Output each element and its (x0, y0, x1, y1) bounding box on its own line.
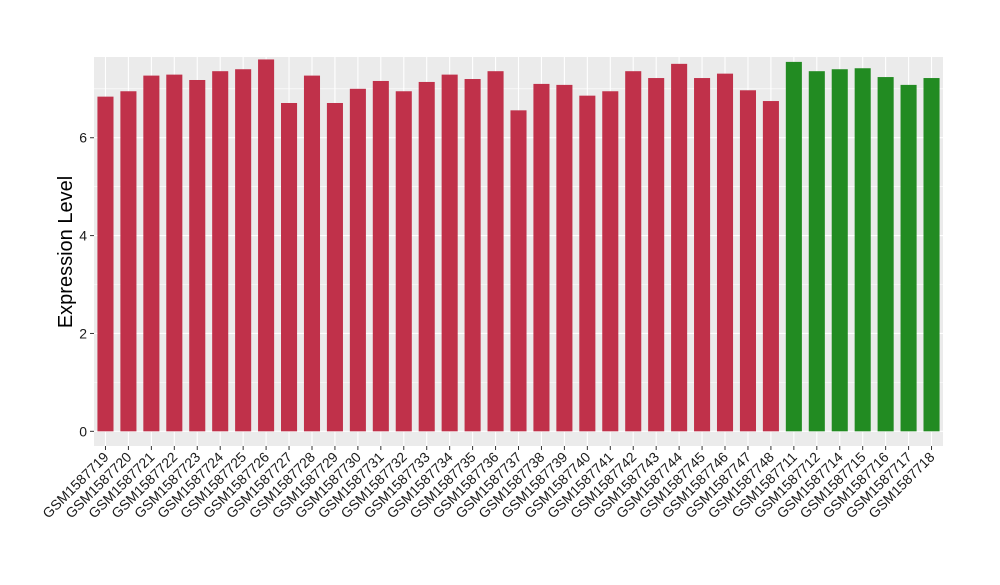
bar-GSM1587734 (441, 74, 458, 432)
y-tick-label: 6 (79, 130, 87, 146)
bar-GSM1587735 (464, 79, 481, 432)
bars (97, 59, 940, 432)
bar-GSM1587728 (303, 75, 321, 432)
bar-GSM1587746 (716, 73, 734, 432)
x-axis: GSM1587719GSM1587720GSM1587721GSM1587722… (39, 446, 938, 521)
bar-GSM1587723 (189, 79, 206, 432)
bar-GSM1587719 (97, 96, 114, 432)
bar-GSM1587722 (166, 74, 183, 432)
bar-GSM1587733 (418, 81, 435, 432)
bar-GSM1587715 (854, 68, 871, 432)
bar-GSM1587748 (762, 101, 779, 432)
bar-GSM1587716 (877, 77, 894, 432)
bar-GSM1587736 (487, 71, 504, 432)
bar-GSM1587747 (739, 90, 756, 432)
bar-GSM1587727 (281, 102, 298, 432)
bar-GSM1587718 (923, 78, 940, 432)
bar-GSM1587724 (212, 71, 229, 432)
bar-GSM1587741 (602, 91, 619, 432)
bar-GSM1587743 (648, 78, 665, 432)
y-tick-label: 0 (79, 423, 87, 439)
bar-GSM1587725 (235, 69, 252, 432)
y-axis-title: Expression Level (55, 176, 77, 328)
bar-GSM1587721 (143, 75, 160, 432)
y-tick-label: 2 (79, 325, 87, 341)
bar-GSM1587740 (579, 95, 596, 432)
bar-GSM1587742 (625, 71, 642, 432)
bar-GSM1587730 (349, 88, 366, 432)
bar-GSM1587712 (808, 71, 825, 432)
bar-GSM1587729 (326, 102, 343, 432)
bar-GSM1587737 (510, 110, 527, 432)
bar-GSM1587739 (556, 84, 573, 432)
y-tick-label: 4 (79, 228, 87, 244)
y-axis: 0 2 4 6 (79, 130, 94, 439)
bar-GSM1587720 (120, 91, 137, 432)
bar-GSM1587732 (395, 91, 412, 432)
bar-GSM1587717 (900, 84, 917, 432)
bar-GSM1587738 (533, 83, 550, 432)
bar-GSM1587711 (785, 61, 802, 432)
bar-GSM1587745 (694, 78, 711, 432)
bar-GSM1587714 (831, 69, 848, 432)
bar-GSM1587744 (671, 63, 688, 432)
bar-GSM1587726 (258, 59, 275, 432)
bar-GSM1587731 (372, 80, 389, 432)
